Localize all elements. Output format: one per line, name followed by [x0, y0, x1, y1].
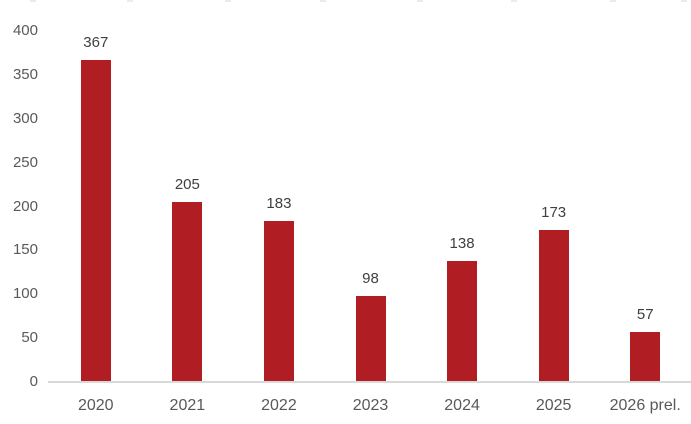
bar-value-label: 138	[449, 234, 475, 252]
bar-2026 prel.	[630, 331, 661, 382]
x-axis-category-label: 2025	[535, 397, 572, 414]
cropped-text-fragment	[610, 0, 616, 2]
cropped-text-fragment	[681, 0, 687, 2]
bar-2023	[355, 296, 386, 382]
bar-value-label: 205	[174, 176, 200, 194]
bar-2020	[80, 59, 111, 382]
x-axis-category-label: 2023	[352, 397, 389, 414]
y-axis-tick-label: 250	[12, 153, 38, 171]
y-axis-tick-label: 300	[12, 109, 38, 127]
bar-value-label: 57	[636, 305, 654, 323]
cropped-text-fragment	[30, 0, 36, 2]
y-axis-tick-label: 0	[29, 373, 38, 390]
y-axis-tick-label: 350	[12, 65, 38, 83]
cropped-text-fragment	[511, 0, 517, 2]
bar-value-label: 183	[266, 195, 292, 213]
cropped-text-fragment	[225, 0, 231, 2]
bar-2022	[263, 221, 294, 382]
x-axis-category-label: 2024	[444, 397, 480, 414]
y-axis-tick-label: 400	[12, 22, 38, 39]
y-axis-tick-label: 200	[12, 197, 38, 215]
x-axis-category-label: 2021	[169, 397, 206, 414]
y-axis-tick-label: 50	[21, 329, 38, 347]
bar-value-label: 98	[362, 270, 379, 287]
y-axis-tick-label: 150	[12, 241, 38, 259]
bar-2021	[172, 202, 203, 382]
x-axis-category-label: 2022	[261, 397, 297, 414]
bar-2024	[447, 260, 478, 382]
bar-value-label: 173	[541, 204, 567, 222]
x-axis-category-label: 2026 prel.	[609, 397, 681, 414]
cropped-text-fragment	[127, 0, 133, 2]
bar-value-label: 367	[83, 33, 109, 51]
cropped-text-fragment	[417, 0, 423, 2]
cropped-text-fragment	[320, 0, 326, 2]
bar-2025	[538, 230, 569, 382]
x-axis-category-label: 2020	[77, 397, 114, 414]
y-axis-tick-label: 100	[12, 285, 38, 303]
x-axis-baseline	[48, 381, 691, 383]
